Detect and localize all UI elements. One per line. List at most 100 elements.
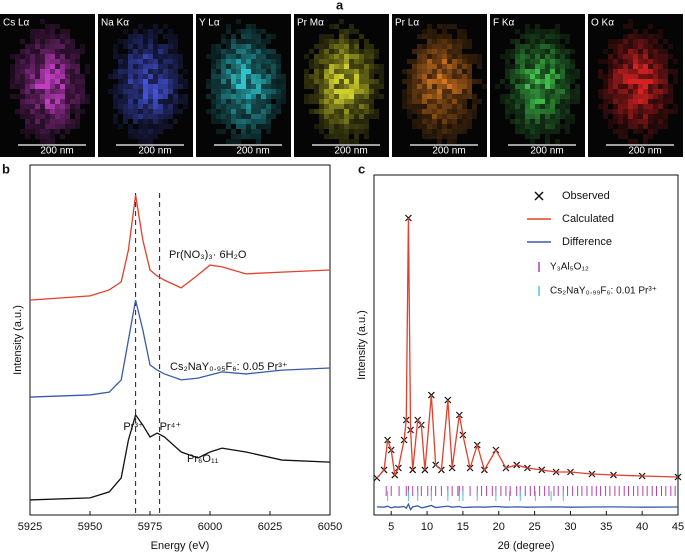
- map-pixel: [45, 109, 50, 114]
- map-pixel: [545, 39, 550, 44]
- map-pixel: [158, 114, 163, 119]
- map-pixel: [412, 94, 417, 99]
- map-pixel: [359, 74, 364, 79]
- map-pixel: [653, 64, 658, 69]
- map-pixel: [35, 84, 40, 89]
- map-pixel: [432, 109, 437, 114]
- map-pixel: [304, 54, 309, 59]
- map-pixel: [118, 104, 123, 109]
- map-pixel: [505, 109, 510, 114]
- map-pixel: [663, 109, 668, 114]
- map-pixel: [118, 64, 123, 69]
- map-pixel: [246, 129, 251, 134]
- map-pixel: [510, 109, 515, 114]
- map-pixel: [339, 124, 344, 129]
- map-pixel: [70, 39, 75, 44]
- map-pixel: [437, 54, 442, 59]
- map-pixel: [75, 99, 80, 104]
- map-pixel: [663, 94, 668, 99]
- map-pixel: [447, 109, 452, 114]
- map-pixel: [598, 59, 603, 64]
- map-pixel: [324, 69, 329, 74]
- map-pixel: [143, 29, 148, 34]
- map-pixel: [35, 44, 40, 49]
- map-pixel: [20, 49, 25, 54]
- map-pixel: [457, 44, 462, 49]
- map-pixel: [452, 99, 457, 104]
- map-pixel: [319, 114, 324, 119]
- map-pixel: [570, 69, 575, 74]
- map-pixel: [128, 59, 133, 64]
- map-pixel: [462, 114, 467, 119]
- map-pixel: [535, 84, 540, 89]
- map-pixel: [143, 64, 148, 69]
- map-pixel: [221, 89, 226, 94]
- map-pixel: [266, 64, 271, 69]
- map-pixel: [241, 79, 246, 84]
- map-pixel: [148, 79, 153, 84]
- map-pixel: [143, 59, 148, 64]
- map-pixel: [80, 44, 85, 49]
- map-pixel: [25, 129, 30, 134]
- map-pixel: [364, 114, 369, 119]
- map-pixel: [525, 99, 530, 104]
- map-pixel: [628, 109, 633, 114]
- map-pixel: [65, 129, 70, 134]
- map-pixel: [266, 34, 271, 39]
- map-pixel: [462, 54, 467, 59]
- map-pixel: [206, 94, 211, 99]
- map-pixel: [540, 124, 545, 129]
- map-pixel: [163, 59, 168, 64]
- map-pixel: [276, 89, 281, 94]
- map-pixel: [236, 69, 241, 74]
- map-pixel: [550, 119, 555, 124]
- map-pixel: [123, 79, 128, 84]
- map-pixel: [432, 99, 437, 104]
- map-pixel: [206, 79, 211, 84]
- map-pixel: [266, 99, 271, 104]
- map-pixel: [168, 94, 173, 99]
- x-tick-label: 15: [457, 521, 469, 533]
- map-pixel: [15, 84, 20, 89]
- map-pixel: [45, 49, 50, 54]
- map-pixel: [60, 104, 65, 109]
- map-pixel: [525, 39, 530, 44]
- map-pixel: [452, 59, 457, 64]
- map-pixel: [653, 114, 658, 119]
- map-pixel: [75, 104, 80, 109]
- map-pixel: [638, 54, 643, 59]
- map-pixel: [462, 99, 467, 104]
- map-pixel: [402, 94, 407, 99]
- map-pixel: [653, 34, 658, 39]
- map-pixel: [143, 44, 148, 49]
- map-pixel: [407, 59, 412, 64]
- map-pixel: [304, 74, 309, 79]
- map-pixel: [309, 74, 314, 79]
- map-pixel: [314, 94, 319, 99]
- map-pixel: [339, 59, 344, 64]
- map-pixel: [60, 94, 65, 99]
- map-pixel: [673, 109, 678, 114]
- map-pixel: [668, 84, 673, 89]
- map-pixel: [60, 74, 65, 79]
- map-pixel: [364, 69, 369, 74]
- map-pixel: [75, 54, 80, 59]
- map-pixel: [520, 124, 525, 129]
- map-pixel: [45, 69, 50, 74]
- map-pixel: [369, 69, 374, 74]
- x-tick-label: 5975: [138, 521, 162, 533]
- map-pixel: [472, 99, 477, 104]
- map-pixel: [535, 59, 540, 64]
- map-pixel: [457, 79, 462, 84]
- map-pixel: [276, 109, 281, 114]
- map-pixel: [658, 124, 663, 129]
- map-pixel: [447, 49, 452, 54]
- map-pixel: [173, 89, 178, 94]
- x-tick-label: 6025: [258, 521, 282, 533]
- map-pixel: [658, 44, 663, 49]
- map-pixel: [432, 94, 437, 99]
- map-pixel: [148, 49, 153, 54]
- map-pixel: [70, 44, 75, 49]
- map-pixel: [153, 39, 158, 44]
